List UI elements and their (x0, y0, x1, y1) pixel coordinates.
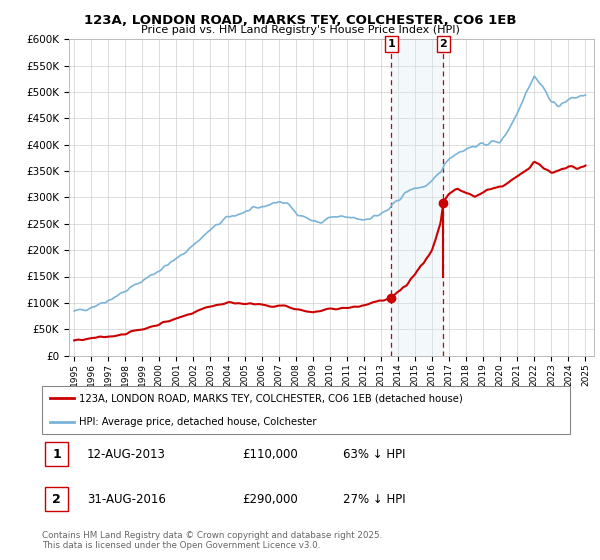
Text: 1: 1 (388, 39, 395, 49)
Text: 31-AUG-2016: 31-AUG-2016 (87, 493, 166, 506)
Text: 123A, LONDON ROAD, MARKS TEY, COLCHESTER, CO6 1EB (detached house): 123A, LONDON ROAD, MARKS TEY, COLCHESTER… (79, 393, 463, 403)
FancyBboxPatch shape (42, 386, 570, 434)
Text: 2: 2 (52, 493, 61, 506)
Text: 123A, LONDON ROAD, MARKS TEY, COLCHESTER, CO6 1EB: 123A, LONDON ROAD, MARKS TEY, COLCHESTER… (84, 14, 516, 27)
Text: 63% ↓ HPI: 63% ↓ HPI (343, 447, 406, 461)
Text: Contains HM Land Registry data © Crown copyright and database right 2025.
This d: Contains HM Land Registry data © Crown c… (42, 531, 382, 550)
FancyBboxPatch shape (44, 442, 68, 466)
Text: £290,000: £290,000 (242, 493, 298, 506)
FancyBboxPatch shape (44, 487, 68, 511)
Text: 1: 1 (52, 447, 61, 461)
Text: £110,000: £110,000 (242, 447, 298, 461)
Text: Price paid vs. HM Land Registry's House Price Index (HPI): Price paid vs. HM Land Registry's House … (140, 25, 460, 35)
Text: 27% ↓ HPI: 27% ↓ HPI (343, 493, 406, 506)
Text: 12-AUG-2013: 12-AUG-2013 (87, 447, 166, 461)
Text: HPI: Average price, detached house, Colchester: HPI: Average price, detached house, Colc… (79, 417, 316, 427)
Bar (391, 39, 443, 356)
Text: 2: 2 (440, 39, 448, 49)
